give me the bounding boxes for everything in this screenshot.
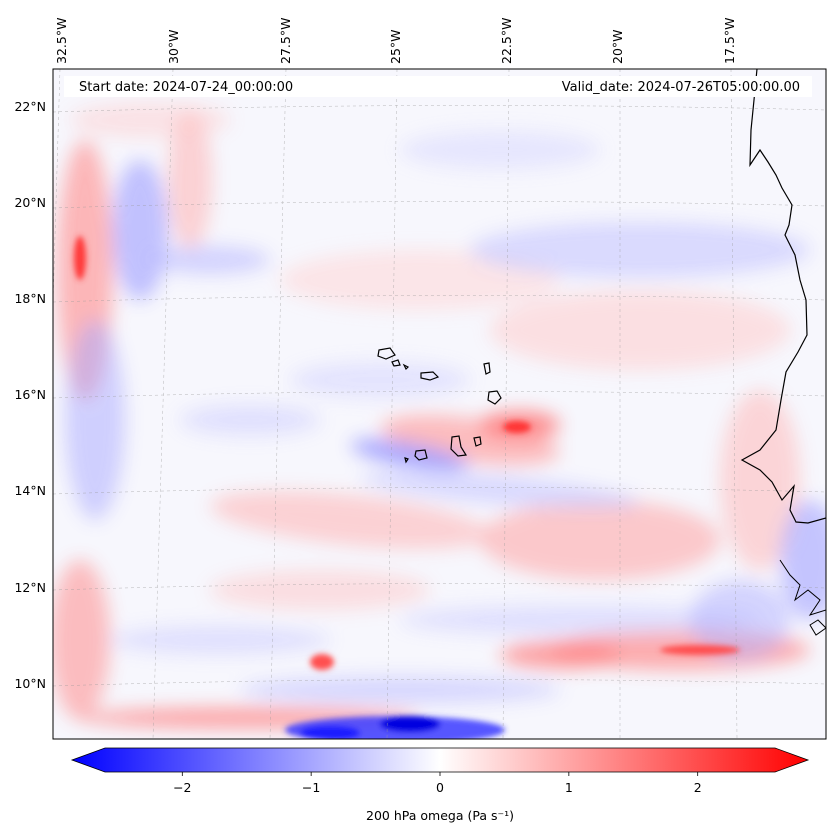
guinea-bissau-coast [779,559,826,616]
africa-coastline [740,69,826,524]
lon-label: 17.5°W [722,18,737,64]
colorbar-ticks: −2 −1 0 1 2 [173,772,702,795]
lon-label: 25°W [388,29,403,64]
lat-label: 18°N [14,291,46,306]
cape-verde-islands [377,347,502,464]
lon-label: 27.5°W [278,18,293,64]
colorbar-tick-label: 1 [565,780,573,795]
start-date-label: Start date: 2024-07-24_00:00:00 [79,80,293,95]
colorbar-tick-label: −2 [173,780,191,795]
valid-date-label: Valid_date: 2024-07-26T05:00:00.00 [562,80,800,95]
colorbar-tick-label: 0 [436,780,444,795]
lon-label: 22.5°W [499,18,514,64]
lat-label: 16°N [14,387,46,402]
colorbar-label: 200 hPa omega (Pa s⁻¹) [366,808,514,823]
longitude-labels: 32.5°W 30°W 27.5°W 25°W 22.5°W 20°W 17.5… [54,18,737,64]
omega-field [53,69,826,739]
latitude-labels: 22°N 20°N 18°N 16°N 14°N 12°N 10°N [14,99,46,691]
lon-label: 30°W [166,29,181,64]
gridlines [53,69,826,739]
lat-label: 12°N [14,580,46,595]
colorbar-tick-label: −1 [302,780,320,795]
lat-label: 22°N [14,99,46,114]
lon-label: 20°W [610,29,625,64]
lat-label: 20°N [14,195,46,210]
bijagos-islands [809,619,826,636]
map-frame [52,68,827,740]
lat-label: 10°N [14,676,46,691]
header-box [64,76,812,97]
lon-label: 32.5°W [54,18,69,64]
colorbar-gradient [72,748,808,772]
lat-label: 14°N [14,483,46,498]
colorbar: −2 −1 0 1 2 200 hPa omega (Pa s⁻¹) [70,747,810,823]
colorbar-tick-label: 2 [694,780,702,795]
colorbar-outline [70,747,810,773]
